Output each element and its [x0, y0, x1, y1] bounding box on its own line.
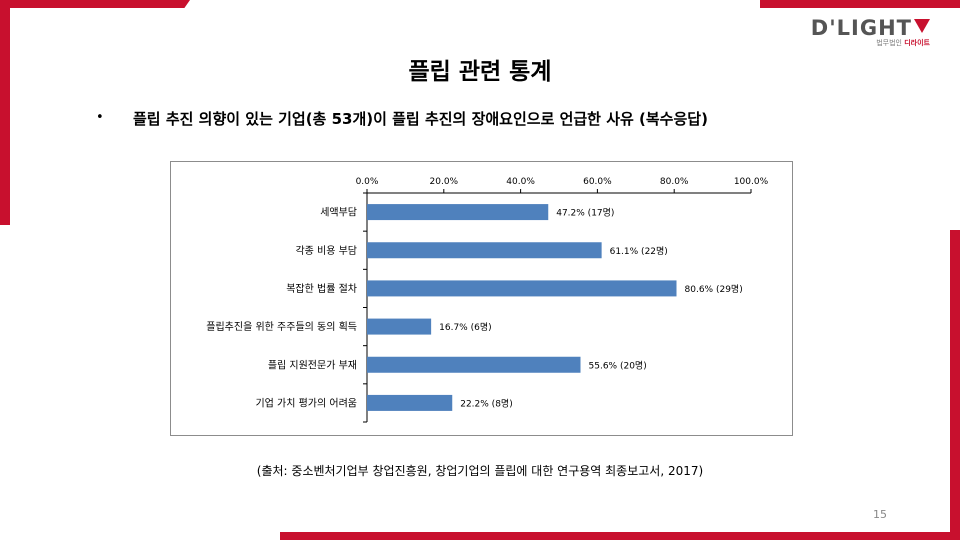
data-label: 22.2% (8명): [460, 398, 512, 409]
bar: [367, 318, 432, 335]
bullet-icon: •: [96, 110, 104, 125]
x-tick-label: 40.0%: [506, 177, 535, 187]
bar: [367, 356, 581, 373]
data-label: 55.6% (20명): [589, 360, 647, 371]
bottom-accent-bar: [280, 532, 960, 540]
company-logo: D'LIGHT 법무법인 디라이트: [811, 16, 930, 48]
data-label: 61.1% (22명): [610, 246, 668, 257]
top-right-accent-bar: [760, 0, 960, 8]
bar: [367, 242, 602, 259]
category-label: 세액부담: [320, 207, 357, 219]
category-label: 기업 가치 평가의 어려움: [255, 396, 357, 409]
category-label: 복잡한 법률 절차: [286, 282, 357, 295]
x-tick-label: 80.0%: [660, 177, 689, 187]
top-left-accent-bar: [0, 0, 190, 8]
logo-wordmark: D'LIGHT: [810, 16, 912, 40]
x-tick-label: 20.0%: [430, 177, 459, 187]
logo-subtext: 법무법인 디라이트: [876, 39, 930, 47]
page-title: 플립 관련 통계: [408, 59, 552, 85]
chart-description: 플립 추진 의향이 있는 기업(총 53개)이 플립 추진의 장애요인으로 언급…: [133, 110, 708, 128]
chart-frame: 0.0% 20.0% 40.0% 60.0% 80.0% 100.0% 세액부담 47.2% …: [170, 161, 793, 436]
x-tick-label: 0.0%: [356, 177, 379, 187]
left-accent-strip: [0, 0, 10, 225]
data-label: 16.7% (6명): [439, 322, 491, 333]
bar: [367, 394, 453, 411]
bar: [367, 204, 549, 221]
right-accent-strip: [950, 230, 960, 540]
category-label: 각종 비용 부담: [295, 245, 357, 257]
bar: [367, 280, 677, 297]
data-label: 47.2% (17명): [556, 208, 614, 219]
source-citation: (출처: 중소벤처기업부 창업진흥원, 창업기업의 플립에 대한 연구용역 최종…: [256, 464, 704, 478]
category-label: 플립추진을 위한 주주들의 동의 획득: [206, 320, 357, 333]
x-tick-label: 60.0%: [583, 177, 612, 187]
logo-triangle-icon: [914, 19, 930, 33]
x-tick-label: 100.0%: [734, 177, 769, 187]
category-label: 플립 지원전문가 부재: [268, 358, 357, 371]
data-label: 80.6% (29명): [685, 284, 743, 295]
page-number: 15: [873, 508, 887, 521]
bar-chart: 0.0% 20.0% 40.0% 60.0% 80.0% 100.0% 세액부담 47.2% …: [206, 177, 769, 423]
